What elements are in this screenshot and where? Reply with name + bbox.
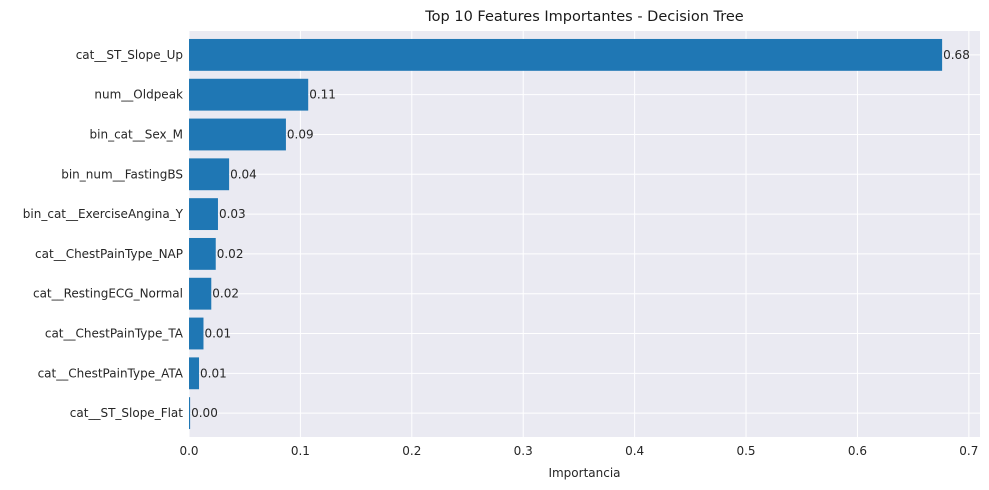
y-tick-label: cat__ChestPainType_TA — [45, 327, 184, 341]
bar — [189, 198, 218, 231]
y-tick-label: cat__ST_Slope_Up — [76, 48, 183, 62]
y-tick-label: bin_cat__ExerciseAngina_Y — [23, 207, 184, 221]
x-tick-label: 0.4 — [625, 444, 644, 458]
x-axis-label: Importancia — [548, 466, 620, 480]
x-tick-label: 0.6 — [848, 444, 867, 458]
y-tick-label: cat__ST_Slope_Flat — [70, 406, 183, 420]
bar-value-label: 0.68 — [943, 48, 970, 62]
x-tick-label: 0.1 — [291, 444, 310, 458]
plot-background — [189, 31, 980, 437]
x-tick-label: 0.5 — [736, 444, 755, 458]
bar-value-label: 0.01 — [200, 366, 227, 380]
x-tick-label: 0.3 — [514, 444, 533, 458]
bar — [189, 277, 212, 310]
x-tick-label: 0.2 — [402, 444, 421, 458]
bar-value-label: 0.02 — [212, 287, 239, 301]
x-tick-label: 0.0 — [179, 444, 198, 458]
y-tick-label: num__Oldpeak — [94, 88, 183, 102]
bar-value-label: 0.00 — [191, 406, 218, 420]
bar-value-label: 0.02 — [217, 247, 244, 261]
bar — [189, 357, 200, 390]
y-tick-label: cat__ChestPainType_NAP — [35, 247, 183, 261]
labels: 0.0 0.1 0.2 0.3 0.4 0.5 0.6 0.7 cat__ST_Slope_Up… — [23, 48, 979, 458]
bar — [189, 78, 309, 111]
bar-value-label: 0.03 — [219, 207, 246, 221]
bars — [189, 38, 943, 430]
bar — [189, 397, 191, 430]
bar — [189, 118, 286, 151]
bar-value-label: 0.09 — [287, 127, 314, 141]
bar — [189, 317, 204, 350]
bar-value-label: 0.04 — [230, 167, 257, 181]
bar — [189, 158, 230, 191]
bar-value-label: 0.11 — [309, 88, 336, 102]
y-tick-label: bin_cat__Sex_M — [90, 127, 183, 141]
x-tick-label: 0.7 — [959, 444, 978, 458]
bar-value-label: 0.01 — [204, 327, 231, 341]
bar — [189, 237, 216, 270]
y-tick-label: cat__ChestPainType_ATA — [38, 366, 184, 380]
chart-title: Top 10 Features Importantes - Decision T… — [424, 9, 744, 25]
y-tick-label: cat__RestingECG_Normal — [33, 287, 183, 301]
bar — [189, 38, 943, 71]
y-tick-label: bin_num__FastingBS — [61, 167, 183, 181]
